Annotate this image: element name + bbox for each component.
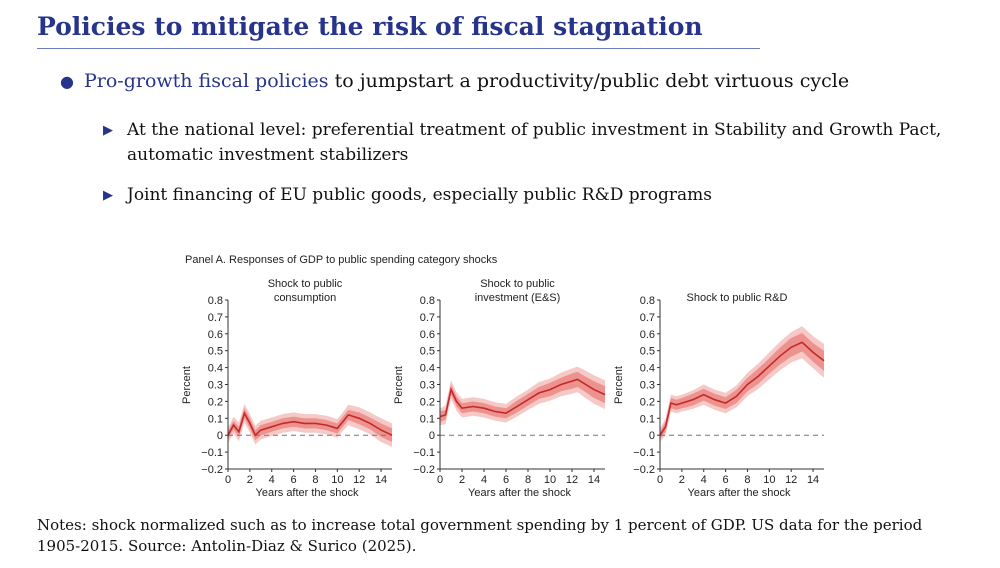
x-tick-label: 14 xyxy=(375,474,387,486)
triangle-bullet-icon: ▶ xyxy=(103,188,113,203)
y-tick-label: 0 xyxy=(429,430,435,442)
y-tick-label: −0.2 xyxy=(413,464,435,476)
y-axis-label: Percent xyxy=(613,366,625,404)
y-tick-label: 0 xyxy=(217,430,223,442)
median-response-line xyxy=(227,411,393,437)
chart-panel-1: 0.80.70.60.50.40.30.20.10−0.1−0.20 2 4 6 8 10… xyxy=(181,278,393,499)
x-tick-label: 8 xyxy=(744,474,750,486)
x-tick-label: 0 xyxy=(657,474,663,486)
chart-subtitle: Shock to public xyxy=(480,278,555,290)
y-tick-label: 0.3 xyxy=(208,380,223,392)
y-tick-label: 0.2 xyxy=(208,396,223,408)
x-tick-label: 10 xyxy=(544,474,556,486)
x-axis-label: Years after the shock xyxy=(256,487,359,499)
x-tick-label: 4 xyxy=(269,474,275,486)
main-bullet: ● Pro-growth fiscal policies to jumpstart… xyxy=(60,70,849,92)
y-tick-label: 0.8 xyxy=(208,295,223,307)
y-tick-label: −0.1 xyxy=(413,447,435,459)
x-tick-label: 10 xyxy=(331,474,343,486)
y-tick-label: 0.5 xyxy=(208,346,223,358)
x-axis-label: Years after the shock xyxy=(688,487,791,499)
y-tick-label: 0.7 xyxy=(208,312,223,324)
y-tick-label: 0.1 xyxy=(208,413,223,425)
x-tick-label: 6 xyxy=(723,474,729,486)
x-tick-label: 2 xyxy=(679,474,685,486)
y-tick-label: −0.2 xyxy=(201,464,223,476)
y-tick-label: 0.3 xyxy=(640,380,655,392)
chart-subtitle: investment (E&S) xyxy=(475,292,561,304)
x-axis-label: Years after the shock xyxy=(468,487,571,499)
y-tick-label: 0.1 xyxy=(640,413,655,425)
y-tick-label: 0.4 xyxy=(640,363,655,375)
y-tick-label: 0.7 xyxy=(640,312,655,324)
y-tick-label: −0.2 xyxy=(633,464,655,476)
x-tick-label: 0 xyxy=(225,474,231,486)
y-tick-label: 0.4 xyxy=(208,363,223,375)
median-response-line xyxy=(439,378,606,418)
chart-subtitle: Shock to public xyxy=(268,278,343,290)
y-axis-label: Percent xyxy=(393,366,405,404)
y-tick-label: 0.8 xyxy=(640,295,655,307)
sub-bullet-text: At the national level: preferential trea… xyxy=(127,120,942,165)
notes: Notes: shock normalized such as to incre… xyxy=(37,516,923,555)
x-tick-label: 12 xyxy=(566,474,578,486)
x-tick-label: 14 xyxy=(588,474,600,486)
chart-panel-2: 0.80.70.60.50.40.30.20.10−0.1−0.20 2 4 6 8 10… xyxy=(393,278,606,499)
x-tick-label: 6 xyxy=(503,474,509,486)
slide-title: Policies to mitigate the risk of fiscal … xyxy=(37,12,703,41)
y-tick-label: 0 xyxy=(649,430,655,442)
y-tick-label: −0.1 xyxy=(633,447,655,459)
x-tick-label: 4 xyxy=(481,474,487,486)
x-tick-label: 14 xyxy=(807,474,819,486)
panel-title: Panel A. Responses of GDP to public spen… xyxy=(185,254,498,266)
sub-bullet-text: Joint financing of EU public goods, espe… xyxy=(127,185,712,205)
bullet-highlight: Pro-growth fiscal policies xyxy=(83,70,329,92)
bullet-dot-icon: ● xyxy=(60,72,74,91)
y-tick-label: 0.5 xyxy=(640,346,655,358)
y-tick-label: 0.4 xyxy=(420,363,435,375)
x-tick-label: 2 xyxy=(459,474,465,486)
x-tick-label: 8 xyxy=(525,474,531,486)
y-axis-label: Percent xyxy=(181,366,193,404)
y-tick-label: 0.3 xyxy=(420,380,435,392)
y-tick-label: 0.5 xyxy=(420,346,435,358)
confidence-band-68 xyxy=(660,333,824,439)
chart-subtitle: Shock to public R&D xyxy=(687,292,788,304)
y-tick-label: 0.8 xyxy=(420,295,435,307)
y-tick-label: −0.1 xyxy=(201,447,223,459)
chart-subtitle: consumption xyxy=(274,292,336,304)
confidence-band-68 xyxy=(228,408,392,442)
x-tick-label: 12 xyxy=(785,474,797,486)
x-tick-label: 0 xyxy=(437,474,443,486)
y-tick-label: 0.6 xyxy=(420,329,435,341)
triangle-bullet-icon: ▶ xyxy=(103,123,113,138)
y-tick-label: 0.7 xyxy=(420,312,435,324)
x-tick-label: 12 xyxy=(353,474,365,486)
y-tick-label: 0.1 xyxy=(420,413,435,425)
x-tick-label: 4 xyxy=(701,474,707,486)
x-tick-label: 8 xyxy=(312,474,318,486)
median-response-line xyxy=(659,341,825,436)
y-tick-label: 0.6 xyxy=(640,329,655,341)
x-tick-label: 10 xyxy=(763,474,775,486)
y-tick-label: 0.2 xyxy=(640,396,655,408)
y-tick-label: 0.2 xyxy=(420,396,435,408)
x-tick-label: 2 xyxy=(247,474,253,486)
x-tick-label: 6 xyxy=(291,474,297,486)
chart-panel-3: 0.80.70.60.50.40.30.20.10−0.1−0.20 2 4 6 8 10… xyxy=(613,292,825,499)
title-underline xyxy=(37,48,760,49)
y-tick-label: 0.6 xyxy=(208,329,223,341)
bullet-text: to jumpstart a productivity/public debt … xyxy=(334,70,850,92)
